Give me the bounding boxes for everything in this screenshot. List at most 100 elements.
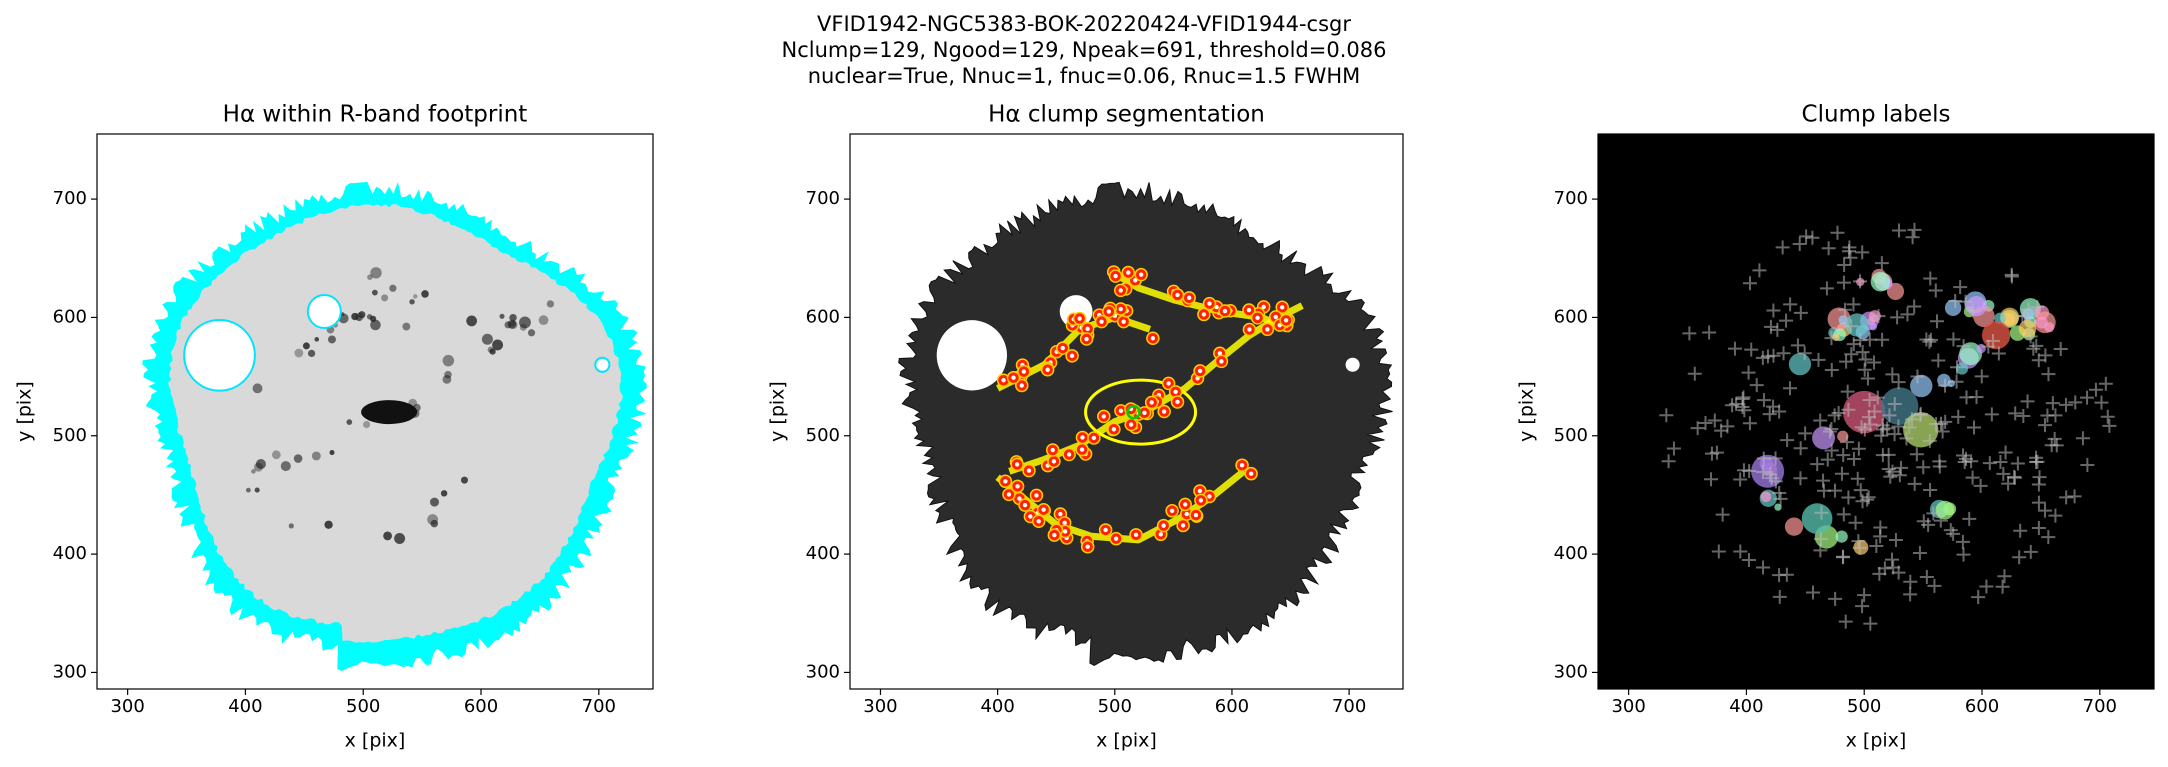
peak-cross: [1709, 445, 1724, 460]
emission: [351, 312, 359, 321]
emission: [499, 313, 505, 319]
label-blob: [2035, 316, 2048, 329]
image: [142, 181, 647, 671]
peak-cross: [1892, 468, 1907, 483]
peak-cross: [2029, 338, 2044, 353]
peak: [1161, 409, 1167, 414]
y-tick-label: 700: [806, 188, 840, 209]
y-tick-label: 500: [1554, 425, 1588, 446]
peak-cross: [2075, 431, 2090, 446]
peak: [1111, 427, 1117, 432]
peak-cross: [1962, 511, 1977, 526]
peak: [1011, 375, 1016, 380]
peak-cross: [2031, 520, 2046, 535]
emission: [430, 519, 439, 528]
label-blob: [1982, 321, 2011, 350]
peak: [1106, 309, 1112, 314]
peak-cross: [1841, 490, 1856, 505]
peak-cross: [1907, 222, 1922, 237]
x-tick-label: 300: [1611, 696, 1645, 717]
peak-cross: [1938, 414, 1953, 429]
emission: [271, 450, 281, 460]
peak-cross: [1844, 347, 1859, 362]
emission: [538, 315, 549, 325]
peak-cross: [2016, 409, 2031, 424]
peak-cross: [1907, 476, 1922, 491]
peak-cross: [1792, 236, 1807, 251]
peak-cross: [1838, 614, 1853, 629]
peak-cross: [2040, 408, 2055, 423]
peak: [1113, 536, 1119, 541]
peak-cross: [1943, 523, 1958, 538]
peak-cross: [2029, 450, 2044, 465]
peak: [1193, 512, 1199, 518]
peak-cross: [1725, 398, 1740, 413]
peak-cross: [1799, 229, 1814, 244]
peak-cross: [2048, 508, 2063, 523]
peak-cross: [1752, 263, 1767, 278]
peak-cross: [1965, 470, 1980, 485]
peak-cross: [1805, 230, 1820, 245]
emission: [519, 316, 531, 329]
panel-title: Clump labels: [1802, 102, 1951, 128]
peak-cross: [1912, 546, 1927, 561]
label-blob: [1801, 503, 1833, 534]
peak: [1058, 511, 1063, 517]
peak-cross: [1955, 534, 1970, 549]
peak-cross: [1813, 531, 1828, 546]
peak-cross: [1928, 283, 1943, 298]
peak-cross: [1861, 410, 1876, 425]
peak-cross: [1836, 507, 1851, 522]
y-axis-label: y [pix]: [767, 381, 789, 442]
peak-cross: [1766, 303, 1781, 318]
peak-cross: [1853, 333, 1868, 348]
peak-cross: [1857, 588, 1872, 603]
peak-cross: [1923, 271, 1938, 286]
peak-cross: [1922, 433, 1937, 448]
emission: [383, 531, 392, 541]
emission: [370, 267, 382, 279]
label-blob: [1935, 500, 1955, 520]
peak-cross: [1813, 413, 1828, 428]
peak-cross: [1704, 472, 1718, 487]
peak: [1034, 493, 1039, 498]
peak: [1019, 383, 1024, 388]
peak-cross: [1779, 313, 1794, 328]
panel: 300 400 500 600 700 300 400 500 600 700 Clump labe…: [1516, 102, 2155, 752]
peak-cross: [1855, 345, 1870, 360]
peak: [1017, 496, 1022, 501]
peak-cross: [1783, 381, 1798, 396]
peak-cross: [1737, 403, 1752, 418]
peak-cross: [1874, 256, 1889, 271]
peak: [1026, 468, 1032, 473]
peak-cross: [1916, 460, 1931, 475]
peak: [1283, 318, 1289, 323]
peak: [1248, 471, 1254, 476]
peak-cross: [1836, 549, 1851, 564]
peak-cross: [1855, 245, 1870, 260]
peak-cross: [1932, 454, 1947, 469]
peak-cross: [1891, 565, 1906, 580]
label-blob: [1870, 271, 1891, 292]
peak-cross: [1756, 393, 1771, 408]
peak-cross: [1837, 258, 1852, 273]
peak-cross: [1756, 464, 1771, 479]
peak-cross: [1853, 483, 1868, 498]
peak-cross: [1763, 467, 1778, 482]
peak-cross: [1881, 447, 1896, 462]
peak-cross: [1899, 431, 1914, 446]
peak-cross: [2045, 396, 2060, 411]
peak-cross: [1850, 471, 1865, 486]
peak-cross: [1909, 447, 1924, 462]
peak-cross: [1846, 297, 1861, 312]
label-blob: [1955, 362, 1969, 375]
peak-cross: [2021, 302, 2036, 317]
peak-cross: [1727, 341, 1742, 356]
peak-cross: [1926, 506, 1941, 521]
emission: [307, 349, 316, 358]
peak-cross: [1819, 281, 1834, 296]
emission: [527, 329, 536, 337]
peak-cross: [1711, 544, 1726, 559]
peak-cross: [1793, 471, 1808, 486]
peak: [1084, 336, 1089, 342]
